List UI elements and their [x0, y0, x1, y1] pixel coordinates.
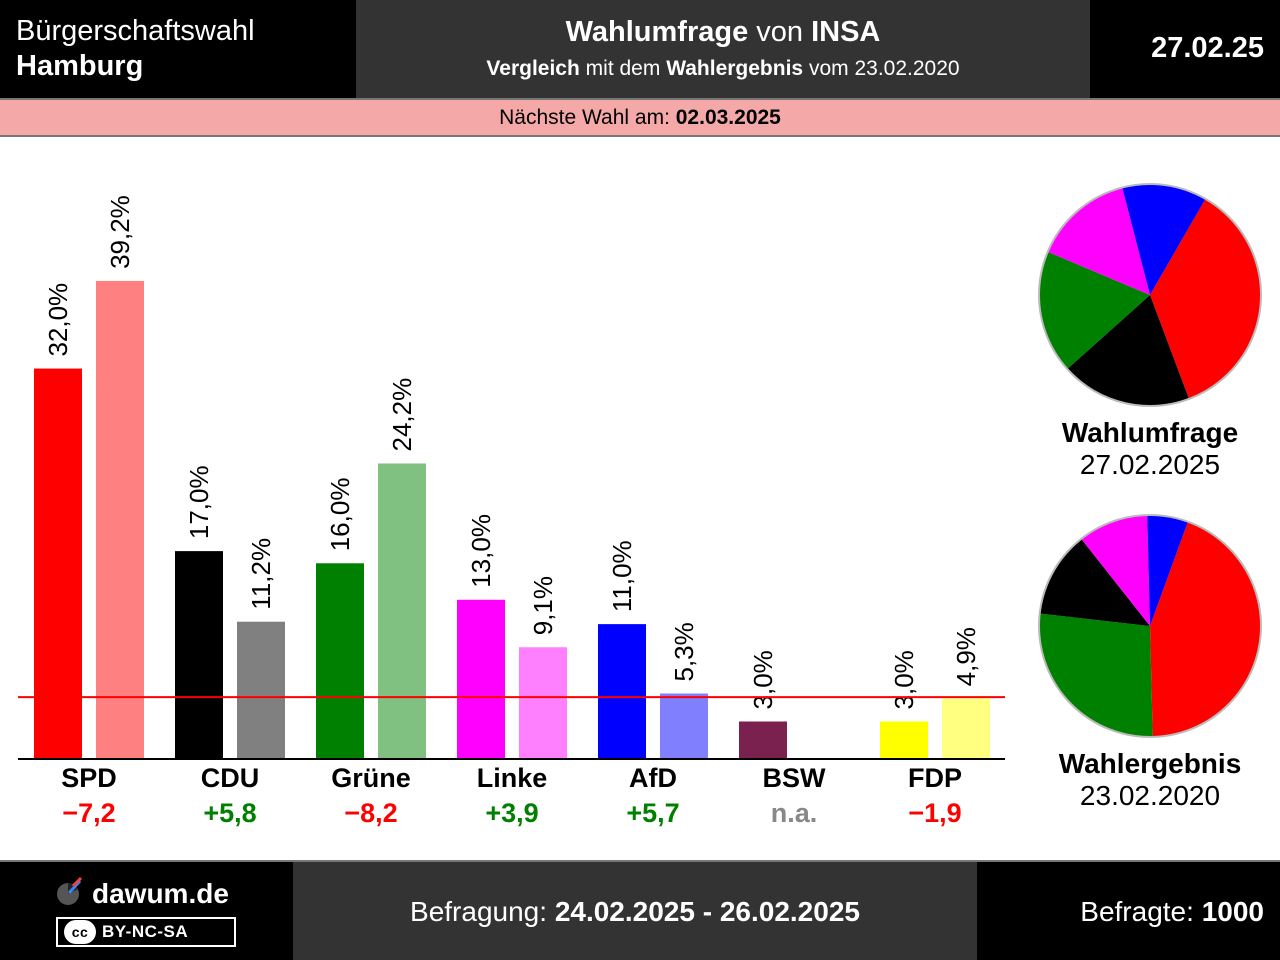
bar-poll — [316, 563, 364, 758]
category-label: AfD — [629, 763, 677, 793]
category-label: CDU — [201, 763, 260, 793]
election-type: Bürgerschaftswahl — [16, 15, 255, 47]
pie-slice — [1081, 515, 1150, 626]
header-date: 27.02.25 — [1090, 0, 1280, 98]
bar-result — [237, 621, 285, 758]
brand-panel: dawum.de cc BY-NC-SA — [0, 862, 293, 960]
difference-label: n.a. — [771, 798, 818, 828]
category-label: FDP — [908, 763, 962, 793]
respondents: Befragte: 1000 — [977, 862, 1280, 960]
pie-slice — [1067, 295, 1189, 406]
pie-slice — [1039, 613, 1153, 737]
data-label-result: 24,2% — [387, 378, 417, 452]
pie-caption-title: Wahlergebnis — [1058, 748, 1242, 779]
survey-dates: 24.02.2025 - 26.02.2025 — [554, 896, 860, 927]
difference-label: +5,8 — [203, 798, 256, 828]
pie-slice — [1147, 515, 1188, 626]
pie-outline — [1038, 514, 1262, 738]
region-name: Hamburg — [16, 50, 144, 82]
pie-slice — [1039, 538, 1150, 626]
bar-poll — [175, 551, 223, 758]
dawum-logo-icon — [57, 876, 83, 905]
data-label-result: 11,2% — [246, 538, 276, 610]
data-label-poll: 17,0% — [184, 465, 214, 539]
next-election-label: Nächste Wahl am: — [499, 106, 670, 129]
data-label-poll: 3,0% — [748, 650, 778, 709]
subtitle-b: mit dem — [585, 57, 661, 80]
brand-link[interactable]: dawum.de — [92, 878, 229, 909]
survey-label: Befragung: — [410, 896, 548, 927]
difference-label: −8,2 — [344, 798, 397, 828]
footer: dawum.de cc BY-NC-SA Befragung: 24.02.20… — [0, 860, 1280, 960]
respondents-count: 1000 — [1201, 896, 1264, 927]
bar-poll — [34, 368, 82, 758]
pie-caption-poll: Wahlumfrage 27.02.2025 — [1030, 417, 1270, 481]
header: Bürgerschaftswahl Hamburg Wahlumfrage vo… — [0, 0, 1280, 98]
bar-result — [660, 693, 708, 758]
title-panel: Wahlumfrage von INSA Vergleich mit dem W… — [356, 0, 1090, 98]
pie-panel: Wahlumfrage 27.02.2025 Wahlergebnis 23.0… — [1030, 140, 1270, 860]
data-label-result: 9,1% — [528, 576, 558, 635]
category-label: Linke — [477, 763, 548, 793]
title-institute: INSA — [811, 16, 881, 48]
bar-poll — [598, 624, 646, 758]
data-label-poll: 11,0% — [607, 540, 637, 612]
difference-label: −7,2 — [62, 798, 115, 828]
data-label-poll: 13,0% — [466, 514, 496, 588]
data-label-result: 4,9% — [951, 627, 981, 686]
pie-chart-result — [1038, 514, 1262, 738]
bar-result — [96, 280, 144, 758]
pie-slice — [1039, 251, 1150, 369]
page-title: Wahlumfrage von INSA — [356, 15, 1090, 49]
subtitle-a: Vergleich — [486, 57, 580, 80]
category-label: SPD — [61, 763, 117, 793]
bar-chart: 32,0% 39,2% SPD −7,2 17,0% 11,2% CDU +5,8 16,0% 2… — [18, 195, 1005, 828]
subtitle-c: Wahlergebnis — [666, 57, 804, 80]
respondents-label: Befragte: — [1080, 896, 1194, 927]
page-subtitle: Vergleich mit dem Wahlergebnis vom 23.02… — [356, 56, 1090, 82]
pie-slice — [1150, 521, 1261, 737]
title-mid: von — [756, 16, 804, 48]
pie-caption-date: 27.02.2025 — [1079, 449, 1221, 480]
pie-caption-title: Wahlumfrage — [1061, 417, 1239, 448]
data-label-result: 5,3% — [669, 622, 699, 681]
data-label-poll: 16,0% — [325, 478, 355, 552]
category-label: Grüne — [331, 763, 411, 793]
bar-poll — [880, 721, 928, 758]
next-election-banner: Nächste Wahl am: 02.03.2025 — [0, 98, 1280, 137]
title-prefix: Wahlumfrage — [565, 16, 749, 48]
bar-poll — [457, 599, 505, 758]
pie-slice — [1122, 184, 1206, 295]
pie-chart-poll — [1038, 183, 1262, 407]
bar-result — [942, 698, 990, 758]
pie-slice — [1047, 187, 1150, 295]
category-label: BSW — [763, 763, 827, 793]
difference-label: −1,9 — [908, 798, 961, 828]
survey-period: Befragung: 24.02.2025 - 26.02.2025 — [293, 862, 977, 960]
bar-result — [378, 463, 426, 758]
data-label-result: 39,2% — [105, 195, 135, 269]
pie-outline — [1038, 183, 1262, 407]
difference-label: +3,9 — [485, 798, 538, 828]
pie-slice — [1150, 198, 1261, 399]
bar-result — [519, 647, 567, 758]
next-election-date: 02.03.2025 — [675, 106, 781, 129]
data-label-poll: 32,0% — [43, 283, 73, 357]
creative-commons-icon: cc — [64, 920, 96, 944]
bar-poll — [739, 721, 787, 758]
pie-caption-result: Wahlergebnis 23.02.2020 — [1030, 748, 1270, 812]
pie-caption-date: 23.02.2020 — [1079, 780, 1221, 811]
subtitle-d: vom 23.02.2020 — [808, 57, 960, 80]
data-label-poll: 3,0% — [889, 650, 919, 709]
region-panel: Bürgerschaftswahl Hamburg — [0, 0, 356, 98]
difference-label: +5,7 — [626, 798, 679, 828]
license-badge[interactable]: cc BY-NC-SA — [56, 917, 236, 947]
license-text: BY-NC-SA — [102, 922, 189, 941]
